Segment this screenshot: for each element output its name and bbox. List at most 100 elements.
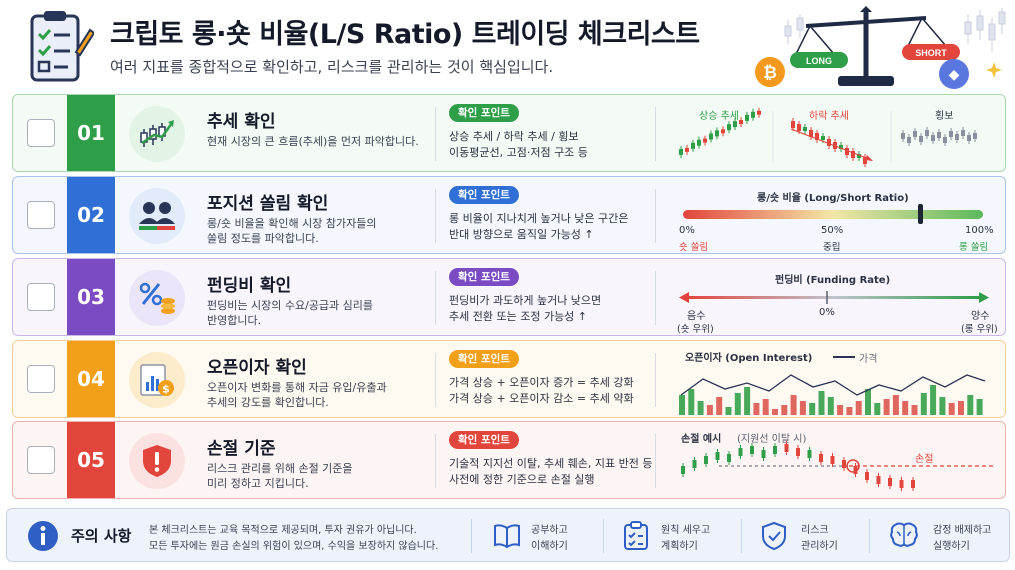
oi-bar (976, 399, 983, 415)
funding-zero-label: 0% (819, 307, 835, 318)
candle (888, 478, 892, 486)
short-label: SHORT (915, 48, 947, 58)
footer-item-3-line-1: 리스크 (801, 525, 829, 536)
long-label: LONG (806, 56, 832, 66)
downtrend-label: 하락 추세 (809, 111, 849, 122)
candle (857, 154, 861, 158)
ls-tick-100: 100% (965, 225, 994, 236)
row-number: 02 (67, 177, 115, 253)
check-point-line: 롱 비율이 지나치게 높거나 낮은 구간은 (449, 212, 629, 225)
candle (796, 448, 800, 456)
row-checkbox[interactable] (27, 446, 55, 474)
oi-bar (697, 401, 704, 415)
row-description-line: 반영합니다. (207, 314, 262, 327)
candle (757, 110, 761, 115)
candle (853, 466, 858, 474)
candle (704, 456, 708, 464)
candle (911, 480, 915, 488)
sideways-label: 횡보 (935, 111, 954, 122)
info-icon (28, 521, 58, 551)
row-title: 손절 기준 (207, 439, 276, 459)
oi-bar (688, 389, 695, 415)
row-description-line: 오픈이자 변화를 통해 자금 유입/유출과 (207, 381, 387, 394)
candle (842, 460, 846, 468)
check-point-line: 상승 추세 / 하락 추세 / 횡보 (449, 130, 579, 143)
shield-alert-icon (143, 445, 171, 477)
checklist-row-funding: 03 펀딩비 확인 펀딩비는 시장의 수요/공급과 심리를 반영합니다. 확인 … (12, 258, 1006, 336)
divider (435, 271, 436, 325)
sparkle-icon (986, 62, 1002, 78)
candle (803, 127, 807, 131)
candle (679, 149, 683, 155)
row-number: 01 (67, 95, 115, 171)
caution-note-1: 본 체크리스트는 교육 목적으로 제공되며, 투자 권유가 아닙니다. (149, 525, 417, 536)
row-checkbox[interactable] (27, 201, 55, 229)
candle (745, 114, 749, 121)
uptrend-candles (679, 107, 761, 158)
oi-bars-svg (679, 374, 986, 415)
check-point-line: 이동평균선, 고점·저점 구조 등 (449, 146, 588, 159)
candle (851, 151, 855, 158)
stop-example-title: 손절 예시 (681, 434, 722, 445)
oi-bar (874, 403, 881, 415)
ethereum-glyph: ◆ (949, 67, 960, 83)
candle (715, 452, 720, 460)
oi-bar (799, 401, 806, 415)
row-checkbox[interactable] (27, 119, 55, 147)
footer-item-4-line-2: 실행하기 (933, 541, 970, 552)
candle (750, 446, 754, 454)
candle (925, 130, 929, 136)
candle (685, 147, 689, 152)
traders-icon (139, 202, 175, 230)
candle (815, 133, 819, 140)
row-checkbox[interactable] (27, 365, 55, 393)
footer-item-1-line-2: 이해하기 (531, 541, 568, 552)
candle (773, 446, 777, 454)
divider (655, 107, 656, 161)
oi-bar (734, 393, 741, 415)
ls-neutral-label: 중립 (823, 242, 841, 253)
row-description-line: 롱/숏 비율을 확인해 시장 참가자들의 (207, 217, 377, 230)
row-description: 오픈이자 변화를 통해 자금 유입/유출과 추세의 강도를 확인합니다. (207, 380, 387, 410)
check-point-text: 가격 상승 + 오픈이자 증가 = 추세 강화 가격 상승 + 오픈이자 감소 … (449, 375, 634, 407)
candle (931, 135, 935, 141)
check-point-text: 기술적 지지선 이탈, 추세 훼손, 지표 반전 등 사전에 정한 기준으로 손… (449, 456, 653, 488)
row-icon-wrap (129, 433, 185, 489)
funding-rate-scale: 펀딩비 (Funding Rate) 음수 (숏 우위) 0% 양수 (롱 우위… (663, 261, 1003, 335)
footer-item-3-line-2: 관리하기 (801, 541, 838, 552)
check-point-line: 추세 전환 또는 조정 가능성 ↑ (449, 310, 588, 323)
candle (681, 466, 685, 474)
row-title: 추세 확인 (207, 112, 276, 132)
candle (703, 138, 707, 143)
candle (955, 134, 959, 140)
page-subtitle: 여러 지표를 종합적으로 확인하고, 리스크를 관리하는 것이 핵심입니다. (110, 58, 554, 76)
divider (471, 519, 472, 553)
candle (949, 131, 953, 137)
divider (435, 107, 436, 161)
oi-legend-label: 가격 (859, 354, 878, 365)
oi-bar (902, 401, 909, 415)
divider (655, 353, 656, 407)
row-title: 포지션 쏠림 확인 (207, 194, 329, 214)
oi-bar (790, 395, 797, 415)
open-interest-chart: 오픈이자 (Open Interest) 가격 (663, 343, 1003, 415)
candle (709, 133, 713, 140)
checklist-row-stop-loss: 05 손절 기준 리스크 관리를 위해 손절 기준을 미리 정하고 지킵니다. … (12, 421, 1006, 499)
oi-bar (837, 405, 844, 415)
check-point-line: 펀딩비가 과도하게 높거나 낮으면 (449, 294, 602, 307)
footer-item-1-line-1: 공부하고 (531, 525, 568, 536)
candle (784, 444, 789, 452)
row-description-line: 쏠림 정도를 파악합니다. (207, 232, 319, 245)
candle (863, 157, 867, 164)
checklist-row-trend: 01 추세 확인 현재 시장의 큰 흐름(추세)을 먼저 파악합니다. 확인 포… (12, 94, 1006, 172)
oi-bar (865, 389, 871, 415)
candle (727, 124, 731, 131)
row-icon-wrap (129, 270, 185, 326)
footer-item-2-line-1: 원칙 세우고 (661, 525, 711, 536)
row-checkbox[interactable] (27, 283, 55, 311)
divider (655, 434, 656, 488)
candle (967, 135, 971, 141)
ls-ratio-gauge: 롱/숏 비율 (Long/Short Ratio) 0% 50% 100% 숏 … (663, 179, 1003, 253)
row-description-line: 추세의 강도를 확인합니다. (207, 396, 329, 409)
